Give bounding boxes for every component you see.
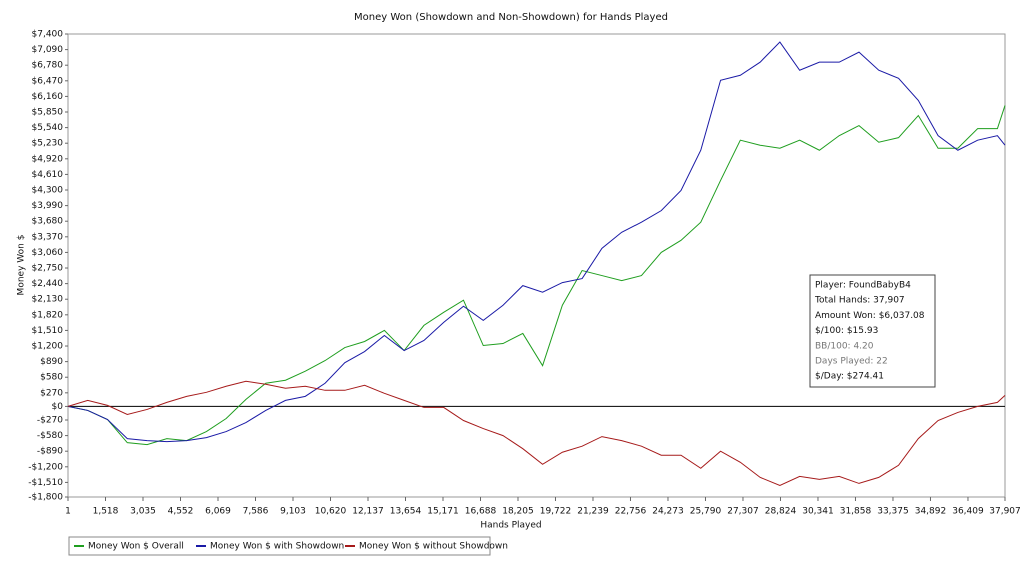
x-tick-label: 34,892	[915, 507, 947, 517]
y-tick-label: $0	[52, 402, 64, 412]
x-tick-label: 36,409	[952, 507, 984, 517]
info-line: Days Played: 22	[815, 357, 888, 367]
x-tick-label: 13,654	[390, 507, 422, 517]
x-tick-label: 28,824	[765, 507, 797, 517]
info-line: Player: FoundBabyB4	[815, 281, 911, 291]
y-tick-label: $4,920	[32, 154, 64, 164]
y-tick-label: $580	[40, 373, 63, 383]
info-line: Total Hands: 37,907	[814, 296, 905, 306]
y-tick-label: $2,130	[32, 295, 64, 305]
legend-label: Money Won $ without Showdown	[359, 542, 508, 552]
y-tick-label: $4,610	[32, 170, 64, 180]
x-tick-label: 16,688	[465, 507, 497, 517]
y-tick-label: $1,510	[32, 326, 64, 336]
y-tick-label: -$890	[37, 447, 63, 457]
x-tick-label: 19,722	[540, 507, 572, 517]
y-tick-label: $5,850	[32, 108, 64, 118]
y-tick-label: -$270	[37, 416, 63, 426]
info-line: Amount Won: $6,037.08	[815, 311, 925, 321]
y-tick-label: $6,780	[32, 61, 64, 71]
info-line: $/Day: $274.41	[815, 372, 884, 382]
y-tick-label: $2,750	[32, 264, 64, 274]
x-tick-label: 37,907	[989, 507, 1021, 517]
x-tick-label: 18,205	[502, 507, 534, 517]
y-tick-label: $3,680	[32, 217, 64, 227]
legend-label: Money Won $ with Showdown	[210, 542, 344, 552]
y-tick-label: $3,990	[32, 201, 64, 211]
x-tick-label: 33,375	[877, 507, 909, 517]
x-tick-label: 4,552	[168, 507, 194, 517]
series-line	[67, 380, 1006, 486]
y-tick-label: $1,200	[32, 342, 64, 352]
info-line: $/100: $15.93	[815, 326, 878, 336]
x-tick-label: 31,858	[840, 507, 872, 517]
x-tick-label: 30,341	[802, 507, 834, 517]
x-tick-label: 1,518	[93, 507, 119, 517]
info-line: BB/100: 4.20	[815, 341, 874, 351]
y-tick-label: $3,060	[32, 248, 64, 258]
x-tick-label: 27,307	[727, 507, 759, 517]
y-tick-label: $4,300	[32, 186, 64, 196]
y-tick-label: $5,230	[32, 139, 64, 149]
y-tick-label: $270	[40, 388, 63, 398]
info-box	[809, 274, 936, 388]
series-line	[67, 105, 1006, 446]
legend-box	[68, 536, 491, 556]
x-tick-label: 1	[65, 507, 71, 517]
y-tick-label: -$1,510	[28, 478, 63, 488]
y-tick-label: $2,440	[32, 279, 64, 289]
legend-label: Money Won $ Overall	[88, 542, 184, 552]
x-tick-label: 7,586	[243, 507, 269, 517]
y-tick-label: $7,090	[32, 45, 64, 55]
x-tick-label: 15,171	[427, 507, 459, 517]
x-tick-label: 9,103	[280, 507, 306, 517]
x-tick-label: 6,069	[205, 507, 231, 517]
y-tick-label: $3,370	[32, 232, 64, 242]
series-line	[67, 41, 1006, 443]
plot-border	[67, 33, 1006, 498]
y-tick-label: $890	[40, 357, 63, 367]
x-tick-label: 25,790	[690, 507, 722, 517]
y-tick-label: $6,160	[32, 92, 64, 102]
x-tick-label: 3,035	[130, 507, 156, 517]
x-tick-label: 12,137	[352, 507, 384, 517]
y-tick-label: $1,820	[32, 310, 64, 320]
x-tick-label: 22,756	[615, 507, 647, 517]
x-axis-label: Hands Played	[480, 521, 541, 531]
y-tick-label: $7,400	[32, 30, 64, 40]
y-tick-label: -$1,200	[28, 462, 63, 472]
y-tick-label: $5,540	[32, 123, 64, 133]
x-tick-label: 10,620	[315, 507, 347, 517]
x-tick-label: 24,273	[652, 507, 684, 517]
x-tick-label: 21,239	[577, 507, 609, 517]
chart-title: Money Won (Showdown and Non-Showdown) fo…	[354, 12, 668, 23]
y-axis-label: Money Won $	[17, 235, 27, 296]
y-tick-label: $6,470	[32, 76, 64, 86]
y-tick-label: -$580	[37, 431, 63, 441]
y-tick-label: -$1,800	[28, 493, 63, 503]
